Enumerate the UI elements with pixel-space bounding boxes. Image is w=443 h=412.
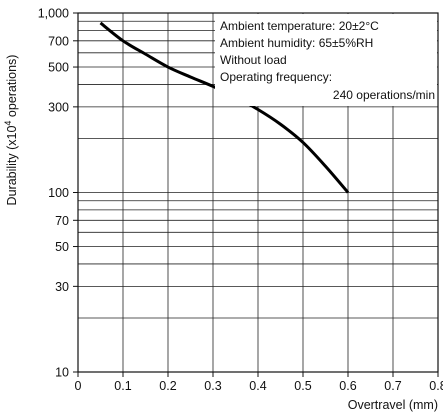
- x-tick-label: 0.7: [384, 379, 401, 393]
- x-tick-label: 0.3: [204, 379, 221, 393]
- y-tick-label: 700: [48, 34, 69, 48]
- x-tick-label: 0: [75, 379, 82, 393]
- y-tick-label: 500: [48, 61, 69, 75]
- y-tick-label: 100: [48, 186, 69, 200]
- y-tick-label: 70: [55, 214, 69, 228]
- x-tick-label: 0.6: [339, 379, 356, 393]
- x-tick-label: 0.2: [159, 379, 176, 393]
- x-tick-label: 0.5: [294, 379, 311, 393]
- y-axis-title: Durability (x104 operations): [3, 55, 19, 206]
- y-tick-label: 30: [55, 280, 69, 294]
- x-tick-label: 0.8: [429, 379, 443, 393]
- annotation-line: Operating frequency:: [220, 70, 332, 84]
- y-tick-label: 50: [55, 240, 69, 254]
- annotation-line: 240 operations/min: [333, 88, 435, 102]
- y-tick-label: 1,000: [38, 7, 69, 21]
- x-tick-label: 0.1: [114, 379, 131, 393]
- x-tick-label: 0.4: [249, 379, 266, 393]
- annotation-line: Ambient temperature: 20±2°C: [220, 19, 379, 33]
- x-axis-title: Overtravel (mm): [348, 398, 438, 412]
- y-tick-label: 10: [55, 366, 69, 380]
- tick-labels: 0 0.1 0.2 0.3 0.4 0.5 0.6 0.7 0.8 10 30 50 70 100 300 5…: [38, 7, 443, 394]
- annotation-line: Ambient humidity: 65±5%RH: [220, 36, 373, 50]
- y-tick-label: 300: [48, 100, 69, 114]
- annotation-background: [215, 14, 437, 106]
- annotation-box: Ambient temperature: 20±2°C Ambient humid…: [215, 14, 437, 106]
- annotation-line: Without load: [220, 53, 287, 67]
- axes: [73, 12, 439, 377]
